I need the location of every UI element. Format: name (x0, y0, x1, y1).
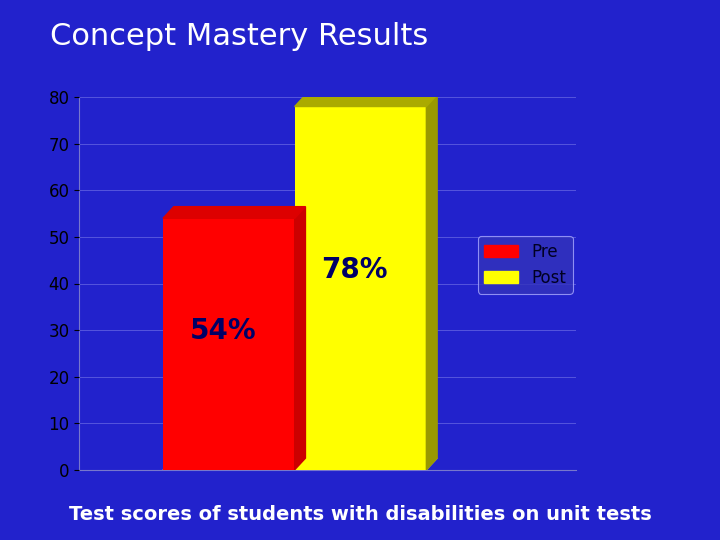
Bar (294, 106, 426, 470)
Polygon shape (294, 207, 305, 470)
Text: Concept Mastery Results: Concept Mastery Results (50, 22, 428, 51)
Polygon shape (163, 458, 437, 470)
Polygon shape (426, 95, 437, 470)
Polygon shape (163, 207, 305, 218)
Text: 54%: 54% (189, 318, 256, 346)
Bar (163, 218, 294, 470)
Text: 78%: 78% (321, 256, 388, 284)
Polygon shape (294, 95, 437, 106)
Legend: Pre, Post: Pre, Post (478, 236, 572, 294)
Text: Test scores of students with disabilities on unit tests: Test scores of students with disabilitie… (68, 505, 652, 524)
